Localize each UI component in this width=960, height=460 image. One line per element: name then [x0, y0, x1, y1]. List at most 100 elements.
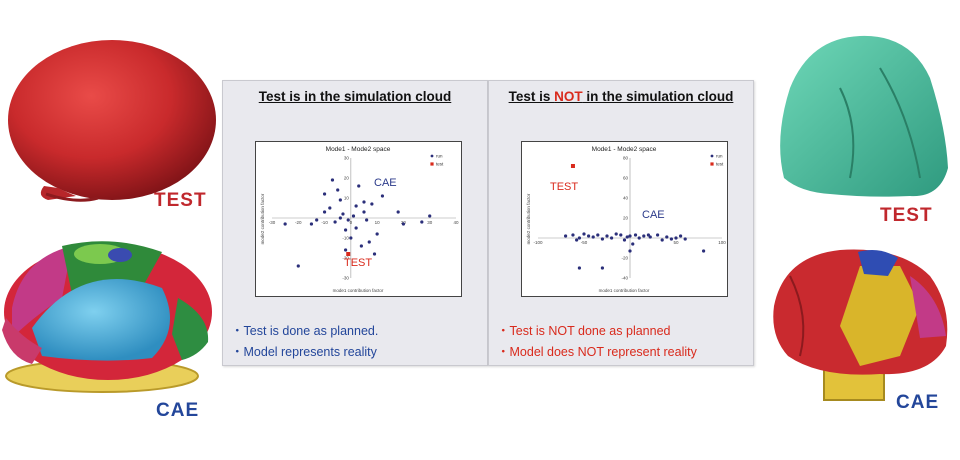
- run-point: [628, 249, 632, 253]
- legend-label: run: [436, 154, 443, 159]
- run-point: [315, 218, 319, 222]
- test-annotation: TEST: [344, 257, 372, 269]
- cae-label-left: CAE: [156, 400, 200, 421]
- legend-marker-run: [430, 154, 434, 158]
- y-tick-label: 40: [623, 196, 629, 201]
- run-point: [625, 235, 629, 239]
- run-point: [338, 198, 342, 202]
- run-point: [401, 222, 406, 226]
- run-point: [600, 237, 604, 241]
- bullet-item: ・Model does NOT represent reality: [497, 345, 697, 359]
- y-tick-label: 60: [623, 176, 629, 181]
- run-point: [341, 212, 345, 216]
- y-tick-label: -10: [342, 236, 349, 241]
- chart-title: Mode1 - Mode2 space: [326, 146, 391, 153]
- run-point: [283, 222, 287, 226]
- run-point: [380, 194, 384, 198]
- y-tick-label: 10: [344, 196, 350, 201]
- test-point: [346, 252, 351, 256]
- run-point: [354, 226, 358, 230]
- legend-marker-test: [710, 162, 714, 166]
- test-label-left: TEST: [154, 190, 207, 211]
- run-point: [683, 237, 687, 241]
- y-tick-label: -30: [342, 276, 349, 281]
- legend-marker-test: [430, 162, 434, 166]
- y-axis-label: mode2 contribution factor: [526, 193, 531, 244]
- x-tick-label: -10: [321, 220, 328, 225]
- run-point: [322, 210, 327, 214]
- test-point: [570, 164, 575, 168]
- run-point: [362, 200, 366, 204]
- run-point: [669, 237, 673, 241]
- run-point: [354, 204, 358, 208]
- panel-title: Test is NOT in the simulation cloud: [508, 89, 734, 104]
- run-point: [633, 233, 638, 237]
- run-point: [420, 220, 424, 224]
- x-tick-label: -100: [533, 240, 543, 245]
- test-airbag-illustration-right: [780, 35, 948, 197]
- panel-not-in-cloud: Test is NOT in the simulation cloud Mode…: [488, 80, 754, 366]
- run-point: [367, 240, 371, 244]
- y-tick-label: 20: [623, 216, 629, 221]
- x-tick-label: 40: [453, 220, 459, 225]
- y-tick-label: -40: [621, 276, 628, 281]
- x-tick-label: -30: [269, 220, 276, 225]
- test-annotation: TEST: [550, 181, 578, 193]
- run-point: [619, 233, 623, 237]
- y-tick-label: -20: [621, 256, 628, 261]
- bullet-item: ・Test is done as planned.: [231, 324, 379, 338]
- run-point: [362, 210, 366, 214]
- run-point: [375, 232, 379, 236]
- run-point: [365, 218, 369, 222]
- x-tick-label: -20: [295, 220, 302, 225]
- run-point: [322, 192, 327, 196]
- chart-frame: Mode1 - Mode2 space -30 -20 -10 0 10 20 30 40 -30…: [255, 141, 462, 297]
- run-point: [679, 234, 683, 238]
- cae-airbag-illustration-right: [773, 249, 948, 401]
- scatter-chart-in-cloud: Mode1 - Mode2 space -30 -20 -10 0 10 20 30 40 -30…: [260, 146, 459, 293]
- run-point: [600, 266, 604, 270]
- run-point: [587, 234, 591, 238]
- bullet-item: ・Test is NOT done as planned: [497, 324, 671, 338]
- test-airbag-illustration-left: [8, 40, 216, 202]
- legend-label: run: [716, 154, 723, 159]
- run-point: [605, 234, 609, 238]
- run-point: [359, 244, 363, 248]
- run-point: [346, 218, 350, 222]
- run-point: [349, 236, 353, 240]
- run-point: [665, 235, 669, 239]
- run-point: [577, 266, 581, 270]
- x-tick-label: 10: [375, 220, 381, 225]
- run-point: [610, 236, 614, 240]
- run-point: [577, 236, 581, 240]
- cae-annotation: CAE: [374, 177, 397, 189]
- run-point: [702, 249, 706, 253]
- bullet-list: ・Test is NOT done as planned ・Model does…: [497, 321, 697, 363]
- run-point: [336, 188, 340, 192]
- y-tick-label: 30: [344, 156, 350, 161]
- run-point: [637, 236, 641, 240]
- run-point: [622, 238, 627, 242]
- run-point: [351, 214, 356, 218]
- y-axis-label: mode2 contribution factor: [260, 193, 265, 244]
- run-point: [333, 220, 337, 224]
- run-point: [575, 238, 579, 242]
- run-point: [571, 233, 575, 237]
- bullet-list: ・Test is done as planned. ・Model represe…: [231, 321, 378, 363]
- cae-airbag-illustration-left: [2, 241, 212, 393]
- x-tick-label: 30: [427, 220, 433, 225]
- x-tick-label: 100: [718, 240, 726, 245]
- run-point: [656, 233, 660, 237]
- bullet-item: ・Model represents reality: [231, 345, 377, 359]
- run-point: [296, 264, 300, 268]
- run-point: [370, 202, 374, 206]
- chart-title: Mode1 - Mode2 space: [592, 146, 657, 153]
- run-point: [660, 238, 664, 242]
- y-tick-label: -20: [342, 256, 349, 261]
- x-tick-label: 0: [350, 220, 353, 225]
- run-point: [582, 232, 586, 236]
- run-point: [338, 216, 342, 220]
- x-tick-label: 50: [673, 240, 679, 245]
- y-tick-label: 20: [344, 176, 350, 181]
- run-point: [674, 236, 678, 240]
